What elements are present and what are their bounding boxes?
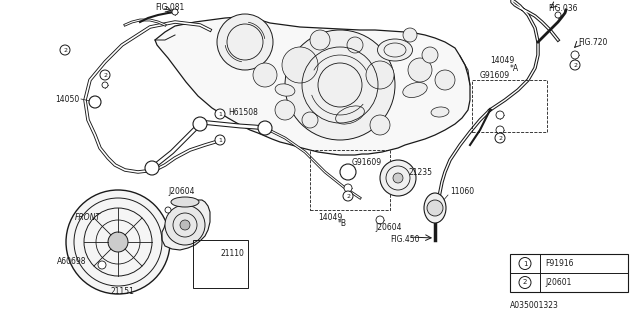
- Circle shape: [555, 12, 561, 18]
- Circle shape: [102, 82, 108, 88]
- Text: FIG.081: FIG.081: [155, 3, 184, 12]
- Circle shape: [519, 276, 531, 289]
- Text: 14050: 14050: [55, 94, 79, 103]
- Circle shape: [310, 30, 330, 50]
- Text: *A: *A: [510, 63, 519, 73]
- Circle shape: [258, 121, 272, 135]
- Text: FRONT: FRONT: [75, 213, 101, 222]
- Circle shape: [347, 37, 363, 53]
- Text: FIG.450: FIG.450: [390, 236, 419, 244]
- Circle shape: [145, 161, 159, 175]
- Circle shape: [180, 220, 190, 230]
- Text: 2: 2: [346, 194, 350, 198]
- Circle shape: [172, 9, 178, 15]
- Circle shape: [165, 207, 171, 213]
- Circle shape: [393, 173, 403, 183]
- Circle shape: [519, 258, 531, 269]
- Circle shape: [89, 96, 101, 108]
- Bar: [472, 80, 547, 132]
- Bar: [510, 254, 628, 292]
- Text: G91609: G91609: [480, 70, 510, 79]
- Text: 2: 2: [103, 73, 107, 77]
- Circle shape: [285, 30, 395, 140]
- Text: A035001323: A035001323: [510, 300, 559, 309]
- Circle shape: [344, 184, 352, 192]
- Circle shape: [340, 164, 356, 180]
- Circle shape: [427, 200, 443, 216]
- Text: J20604: J20604: [375, 223, 401, 233]
- Text: A60698: A60698: [57, 258, 86, 267]
- Circle shape: [275, 100, 295, 120]
- Circle shape: [376, 216, 384, 224]
- Circle shape: [343, 191, 353, 201]
- Circle shape: [403, 28, 417, 42]
- Text: FIG.720: FIG.720: [578, 37, 607, 46]
- Circle shape: [366, 61, 394, 89]
- Text: 1: 1: [523, 260, 527, 267]
- Circle shape: [380, 160, 416, 196]
- Text: 21110: 21110: [220, 249, 244, 258]
- Polygon shape: [155, 17, 470, 155]
- Text: J20601: J20601: [545, 278, 572, 287]
- Circle shape: [108, 232, 128, 252]
- Circle shape: [98, 261, 106, 269]
- Text: 2: 2: [63, 47, 67, 52]
- Text: H61508: H61508: [228, 108, 258, 116]
- Circle shape: [60, 45, 70, 55]
- Circle shape: [253, 63, 277, 87]
- Circle shape: [282, 47, 318, 83]
- Circle shape: [408, 58, 432, 82]
- Ellipse shape: [335, 106, 364, 124]
- Circle shape: [215, 135, 225, 145]
- Text: *B: *B: [338, 220, 347, 228]
- Circle shape: [215, 109, 225, 119]
- Text: F91916: F91916: [545, 259, 573, 268]
- Text: 2: 2: [573, 62, 577, 68]
- Text: G91609: G91609: [352, 157, 382, 166]
- Bar: [310, 150, 390, 210]
- Text: 2: 2: [498, 135, 502, 140]
- Circle shape: [217, 14, 273, 70]
- Circle shape: [495, 133, 505, 143]
- Polygon shape: [162, 200, 210, 250]
- Circle shape: [193, 117, 207, 131]
- Circle shape: [422, 47, 438, 63]
- Text: 2: 2: [523, 279, 527, 285]
- Ellipse shape: [378, 39, 413, 61]
- Ellipse shape: [275, 84, 295, 96]
- Ellipse shape: [424, 193, 446, 223]
- Circle shape: [302, 112, 318, 128]
- Circle shape: [165, 205, 205, 245]
- Circle shape: [570, 60, 580, 70]
- Text: 14049: 14049: [490, 55, 515, 65]
- Circle shape: [571, 51, 579, 59]
- Bar: [193, 240, 248, 288]
- Circle shape: [100, 70, 110, 80]
- Circle shape: [496, 126, 504, 134]
- Circle shape: [370, 115, 390, 135]
- Text: 21151: 21151: [110, 287, 134, 297]
- Ellipse shape: [431, 107, 449, 117]
- Circle shape: [435, 70, 455, 90]
- Text: 14049: 14049: [318, 212, 342, 221]
- Circle shape: [66, 190, 170, 294]
- Text: 11060: 11060: [450, 188, 474, 196]
- Text: FIG.036: FIG.036: [548, 4, 577, 12]
- Ellipse shape: [403, 83, 428, 98]
- Ellipse shape: [171, 197, 199, 207]
- Text: 1: 1: [218, 111, 222, 116]
- Text: 21235: 21235: [408, 167, 432, 177]
- Text: 1: 1: [218, 138, 222, 142]
- Text: J20604: J20604: [168, 188, 195, 196]
- Circle shape: [496, 111, 504, 119]
